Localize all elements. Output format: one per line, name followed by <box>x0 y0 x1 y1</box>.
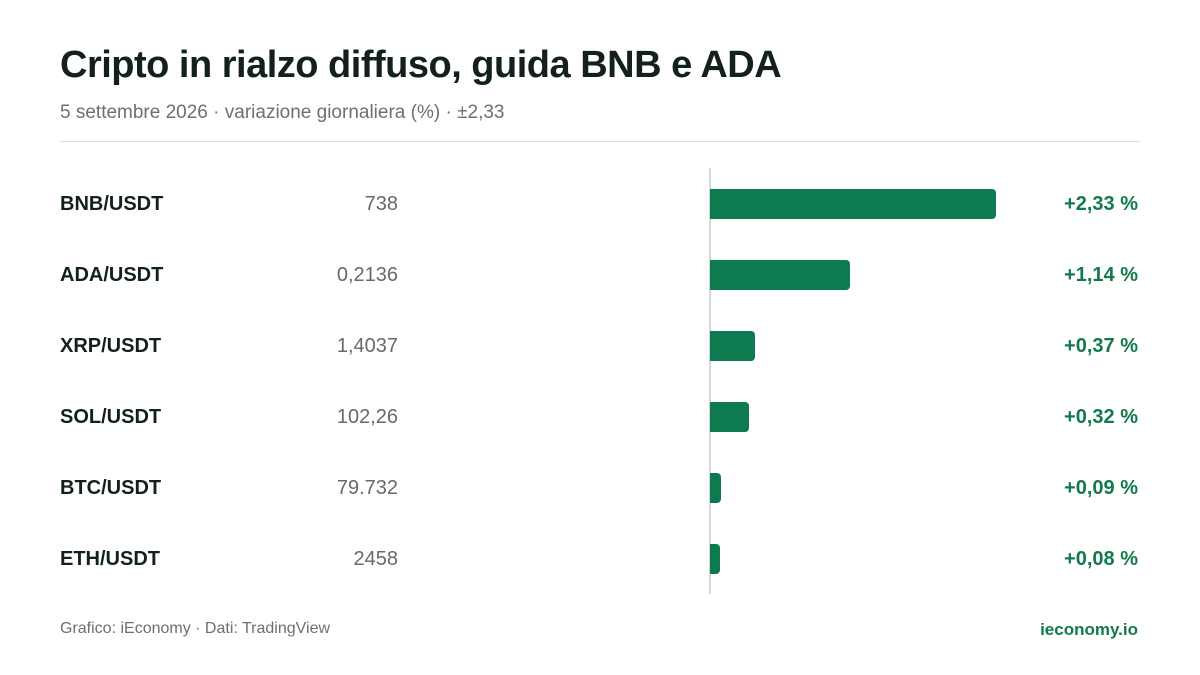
price-value: 102,26 <box>336 406 398 428</box>
table-row: BTC/USDT 79.732 +0,09 % <box>60 468 1140 508</box>
price-value: 0,2136 <box>336 264 398 286</box>
change-bar <box>710 189 996 219</box>
change-value: +2,33 % <box>1064 193 1138 215</box>
table-row: SOL/USDT 102,26 +0,32 % <box>60 397 1140 437</box>
table-row: ETH/USDT 2458 +0,08 % <box>60 539 1140 579</box>
pair-label: BTC/USDT <box>60 477 162 499</box>
price-value: 2458 <box>353 548 399 570</box>
price-value: 79.732 <box>336 477 398 499</box>
table-row: ADA/USDT 0,2136 +1,14 % <box>60 255 1140 295</box>
change-bar <box>710 473 721 503</box>
table-row: XRP/USDT 1,4037 +0,37 % <box>60 326 1140 366</box>
table-row: BNB/USDT 738 +2,33 % <box>60 184 1140 224</box>
change-bar <box>710 402 749 432</box>
pair-label: XRP/USDT <box>60 335 162 357</box>
change-value: +0,37 % <box>1064 335 1138 357</box>
chart-title: Cripto in rialzo diffuso, guida BNB e AD… <box>60 44 782 86</box>
pair-label: ADA/USDT <box>60 264 164 286</box>
pair-label: ETH/USDT <box>60 548 160 570</box>
change-bar <box>710 260 850 290</box>
price-value: 738 <box>364 193 398 215</box>
chart-subtitle: 5 settembre 2026 · variazione giornalier… <box>60 102 505 123</box>
change-bar <box>710 331 755 361</box>
pair-label: SOL/USDT <box>60 406 162 428</box>
source-credit: Grafico: iEconomy · Dati: TradingView <box>60 620 331 637</box>
change-value: +0,32 % <box>1064 406 1138 428</box>
brand-link[interactable]: ieconomy.io <box>1040 620 1138 639</box>
price-value: 1,4037 <box>336 335 398 357</box>
pair-label: BNB/USDT <box>60 193 164 215</box>
change-bar <box>710 544 720 574</box>
header-divider <box>60 141 1140 142</box>
change-value: +0,09 % <box>1064 477 1138 499</box>
zero-axis-line <box>709 168 711 594</box>
change-value: +1,14 % <box>1064 264 1138 286</box>
change-value: +0,08 % <box>1064 548 1138 570</box>
